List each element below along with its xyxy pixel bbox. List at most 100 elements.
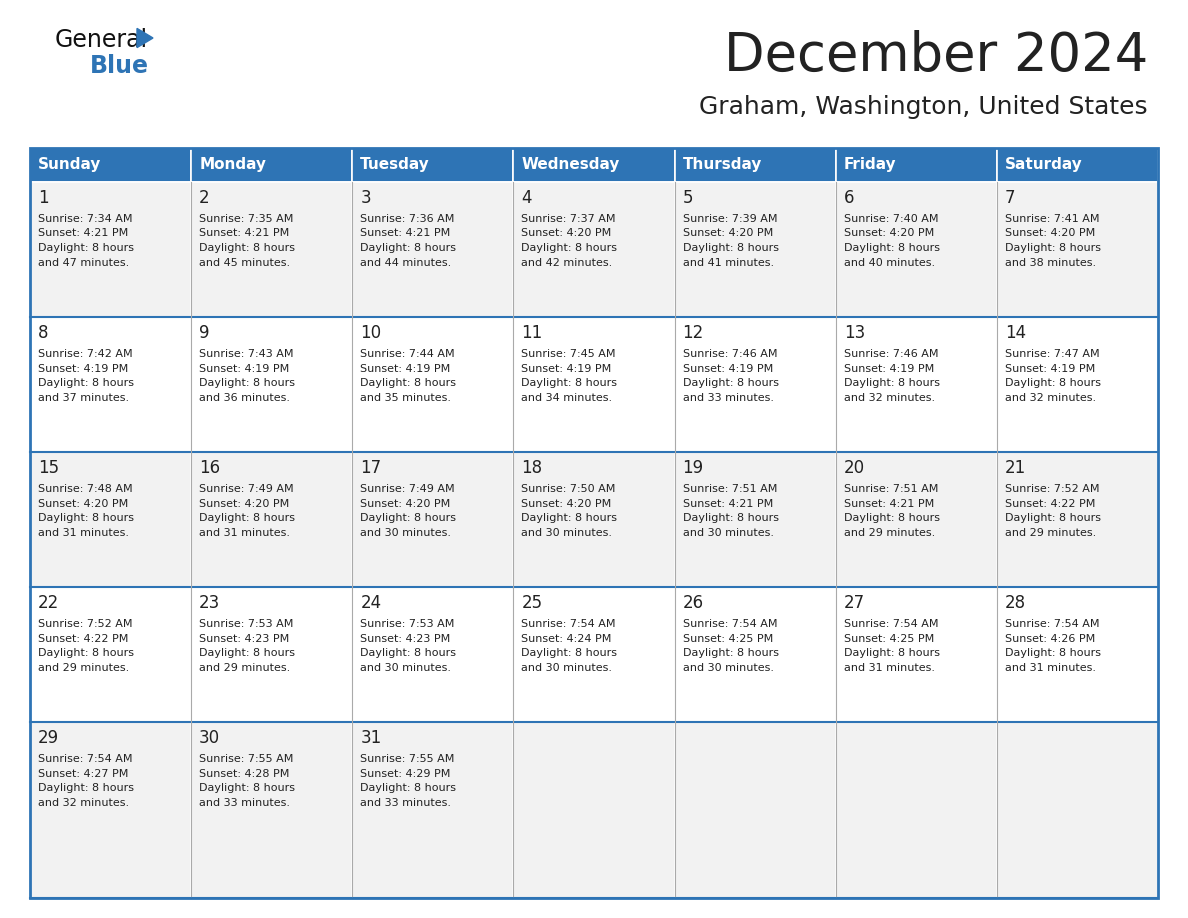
Text: Sunrise: 7:54 AM: Sunrise: 7:54 AM xyxy=(683,620,777,629)
Bar xyxy=(30,317,191,453)
Text: Sunset: 4:19 PM: Sunset: 4:19 PM xyxy=(200,364,290,374)
Text: and 44 minutes.: and 44 minutes. xyxy=(360,258,451,267)
Text: Daylight: 8 hours: Daylight: 8 hours xyxy=(843,378,940,388)
Text: and 30 minutes.: and 30 minutes. xyxy=(522,528,613,538)
Text: Daylight: 8 hours: Daylight: 8 hours xyxy=(522,243,618,253)
Text: and 30 minutes.: and 30 minutes. xyxy=(522,663,613,673)
Text: Sunrise: 7:34 AM: Sunrise: 7:34 AM xyxy=(38,214,133,224)
Text: Sunset: 4:20 PM: Sunset: 4:20 PM xyxy=(522,229,612,239)
Text: 23: 23 xyxy=(200,594,221,612)
Text: 22: 22 xyxy=(38,594,59,612)
Text: and 40 minutes.: and 40 minutes. xyxy=(843,258,935,267)
Text: 3: 3 xyxy=(360,189,371,207)
Text: Sunset: 4:20 PM: Sunset: 4:20 PM xyxy=(38,498,128,509)
Text: 15: 15 xyxy=(38,459,59,477)
Text: Sunrise: 7:45 AM: Sunrise: 7:45 AM xyxy=(522,349,615,359)
Text: 6: 6 xyxy=(843,189,854,207)
Text: and 41 minutes.: and 41 minutes. xyxy=(683,258,773,267)
Text: Sunset: 4:21 PM: Sunset: 4:21 PM xyxy=(683,498,773,509)
Text: and 30 minutes.: and 30 minutes. xyxy=(360,663,451,673)
Text: Daylight: 8 hours: Daylight: 8 hours xyxy=(360,648,456,658)
Bar xyxy=(513,588,675,722)
Text: Sunrise: 7:46 AM: Sunrise: 7:46 AM xyxy=(843,349,939,359)
Text: 8: 8 xyxy=(38,324,49,342)
Bar xyxy=(835,722,997,898)
Text: 26: 26 xyxy=(683,594,703,612)
Bar xyxy=(513,317,675,453)
Text: Daylight: 8 hours: Daylight: 8 hours xyxy=(1005,243,1101,253)
Text: Daylight: 8 hours: Daylight: 8 hours xyxy=(200,243,295,253)
Text: Sunrise: 7:37 AM: Sunrise: 7:37 AM xyxy=(522,214,615,224)
Text: 4: 4 xyxy=(522,189,532,207)
Text: and 33 minutes.: and 33 minutes. xyxy=(200,798,290,808)
Text: and 29 minutes.: and 29 minutes. xyxy=(843,528,935,538)
Bar xyxy=(675,722,835,898)
Bar xyxy=(353,182,513,317)
Bar xyxy=(513,148,675,182)
Bar xyxy=(191,588,353,722)
Bar xyxy=(353,588,513,722)
Text: Sunset: 4:21 PM: Sunset: 4:21 PM xyxy=(200,229,290,239)
Bar xyxy=(353,722,513,898)
Text: 28: 28 xyxy=(1005,594,1026,612)
Text: and 31 minutes.: and 31 minutes. xyxy=(1005,663,1095,673)
Bar xyxy=(835,317,997,453)
Bar xyxy=(191,182,353,317)
Text: Daylight: 8 hours: Daylight: 8 hours xyxy=(38,243,134,253)
Text: Sunset: 4:23 PM: Sunset: 4:23 PM xyxy=(200,633,290,644)
Text: Sunset: 4:20 PM: Sunset: 4:20 PM xyxy=(200,498,290,509)
Text: Daylight: 8 hours: Daylight: 8 hours xyxy=(200,513,295,523)
Text: Daylight: 8 hours: Daylight: 8 hours xyxy=(522,648,618,658)
Text: Sunset: 4:25 PM: Sunset: 4:25 PM xyxy=(683,633,773,644)
Text: Sunset: 4:22 PM: Sunset: 4:22 PM xyxy=(1005,498,1095,509)
Bar xyxy=(997,182,1158,317)
Text: and 37 minutes.: and 37 minutes. xyxy=(38,393,129,403)
Text: Sunset: 4:23 PM: Sunset: 4:23 PM xyxy=(360,633,450,644)
Text: Sunset: 4:20 PM: Sunset: 4:20 PM xyxy=(360,498,450,509)
Text: 24: 24 xyxy=(360,594,381,612)
Text: Sunrise: 7:49 AM: Sunrise: 7:49 AM xyxy=(200,484,293,494)
Bar xyxy=(513,182,675,317)
Text: Daylight: 8 hours: Daylight: 8 hours xyxy=(1005,513,1101,523)
Bar xyxy=(30,148,191,182)
Text: and 47 minutes.: and 47 minutes. xyxy=(38,258,129,267)
Text: Daylight: 8 hours: Daylight: 8 hours xyxy=(843,513,940,523)
Text: Sunrise: 7:52 AM: Sunrise: 7:52 AM xyxy=(1005,484,1099,494)
Text: Sunset: 4:20 PM: Sunset: 4:20 PM xyxy=(522,498,612,509)
Text: and 30 minutes.: and 30 minutes. xyxy=(683,663,773,673)
Bar xyxy=(30,182,191,317)
Text: December 2024: December 2024 xyxy=(723,30,1148,82)
Text: 25: 25 xyxy=(522,594,543,612)
Text: Sunrise: 7:52 AM: Sunrise: 7:52 AM xyxy=(38,620,133,629)
Text: 16: 16 xyxy=(200,459,220,477)
Bar xyxy=(191,453,353,588)
Text: Sunset: 4:19 PM: Sunset: 4:19 PM xyxy=(1005,364,1095,374)
Bar xyxy=(30,588,191,722)
Text: Sunrise: 7:40 AM: Sunrise: 7:40 AM xyxy=(843,214,939,224)
Text: and 32 minutes.: and 32 minutes. xyxy=(843,393,935,403)
Text: and 33 minutes.: and 33 minutes. xyxy=(360,798,451,808)
Text: Sunrise: 7:44 AM: Sunrise: 7:44 AM xyxy=(360,349,455,359)
Bar xyxy=(30,453,191,588)
Polygon shape xyxy=(137,28,153,48)
Text: 20: 20 xyxy=(843,459,865,477)
Text: Daylight: 8 hours: Daylight: 8 hours xyxy=(683,243,778,253)
Text: Tuesday: Tuesday xyxy=(360,158,430,173)
Text: Daylight: 8 hours: Daylight: 8 hours xyxy=(843,243,940,253)
Text: 9: 9 xyxy=(200,324,209,342)
Text: Sunrise: 7:51 AM: Sunrise: 7:51 AM xyxy=(683,484,777,494)
Text: Friday: Friday xyxy=(843,158,896,173)
Text: and 29 minutes.: and 29 minutes. xyxy=(38,663,129,673)
Text: Sunrise: 7:55 AM: Sunrise: 7:55 AM xyxy=(360,755,455,765)
Text: Blue: Blue xyxy=(90,54,148,78)
Bar xyxy=(191,148,353,182)
Text: Daylight: 8 hours: Daylight: 8 hours xyxy=(360,783,456,793)
Bar xyxy=(835,148,997,182)
Text: Thursday: Thursday xyxy=(683,158,762,173)
Text: and 29 minutes.: and 29 minutes. xyxy=(200,663,290,673)
Bar xyxy=(997,317,1158,453)
Text: Sunset: 4:27 PM: Sunset: 4:27 PM xyxy=(38,769,128,778)
Text: 29: 29 xyxy=(38,730,59,747)
Text: 13: 13 xyxy=(843,324,865,342)
Text: 11: 11 xyxy=(522,324,543,342)
